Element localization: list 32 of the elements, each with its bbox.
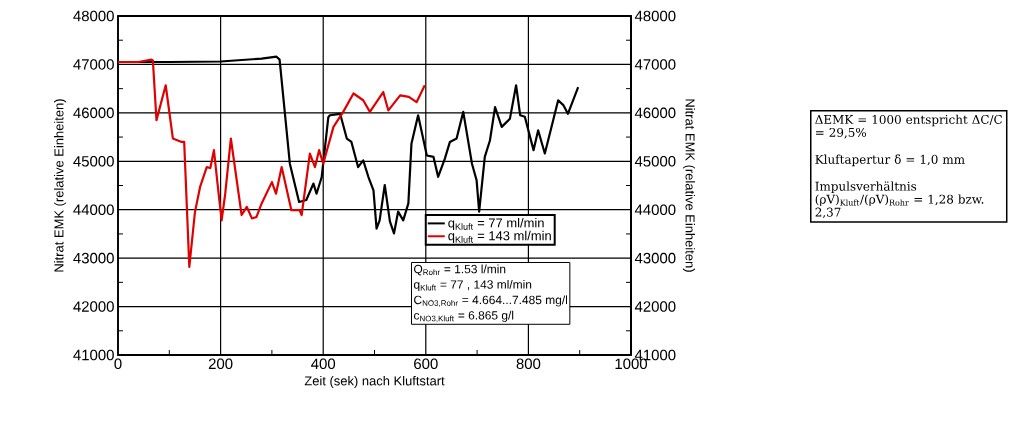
y2-tick-label: 48000 — [634, 10, 676, 22]
x-tick-label: 0 — [114, 358, 122, 370]
y-tick-label: 43000 — [73, 252, 114, 264]
text: Kluftapertur δ = 1,0 mm — [815, 154, 965, 167]
y2-tick-label: 44000 — [634, 204, 676, 215]
y-tick-label: 48000 — [73, 10, 114, 22]
y2-tick-label: 45000 — [634, 155, 676, 167]
text: ΔEMK = 1000 entspricht ΔC/C = 29,5% — [815, 114, 1002, 139]
y2-tick-label: 46000 — [634, 107, 676, 119]
y2-tick-label: 47000 — [634, 59, 676, 70]
y-tick-label: 47000 — [73, 59, 114, 70]
legend-label: q$_{Kluft}$ = 143 ml/min — [448, 230, 551, 243]
x-tick-label: 800 — [516, 358, 541, 370]
text: Impulsverhältnis (ρV)$_{Kluft}$/(ρV)$_{Rohr}$ = 1,28 bzw. 2,37 — [815, 181, 984, 219]
y2-tick-label: 42000 — [634, 301, 676, 312]
y-tick-label: 44000 — [73, 204, 114, 215]
y-tick-label: 46000 — [73, 107, 114, 119]
y-tick-label: 45000 — [73, 155, 114, 167]
x-tick-label: 400 — [311, 358, 336, 370]
annotation: Q$_{Rohr}$ = 1.53 l/min — [414, 264, 506, 276]
legend-label: q$_{Kluft}$ = 77 ml/min — [448, 217, 544, 231]
y2-axis-title: Nitrat EMK (relative Einheiten) — [682, 99, 695, 272]
x-axis-title: Zeit (sek) nach Kluftstart — [304, 375, 445, 389]
y-axis-title: Nitrat EMK (relative Einheiten) — [54, 99, 67, 272]
annotation: c$_{NO3,Kluft}$ = 6.865 g/l — [414, 310, 514, 323]
y-tick-label: 41000 — [73, 349, 114, 361]
annotation: C$_{NO3,Rohr}$ = 4.664...7.485 mg/l — [414, 295, 568, 307]
x-tick-label: 200 — [208, 358, 233, 370]
annotation: q$_{Kluft}$ = 77 , 143 ml/min — [414, 279, 532, 292]
y-tick-label: 42000 — [73, 301, 114, 312]
x-tick-label: 600 — [414, 358, 438, 370]
y2-tick-label: 43000 — [634, 252, 676, 264]
